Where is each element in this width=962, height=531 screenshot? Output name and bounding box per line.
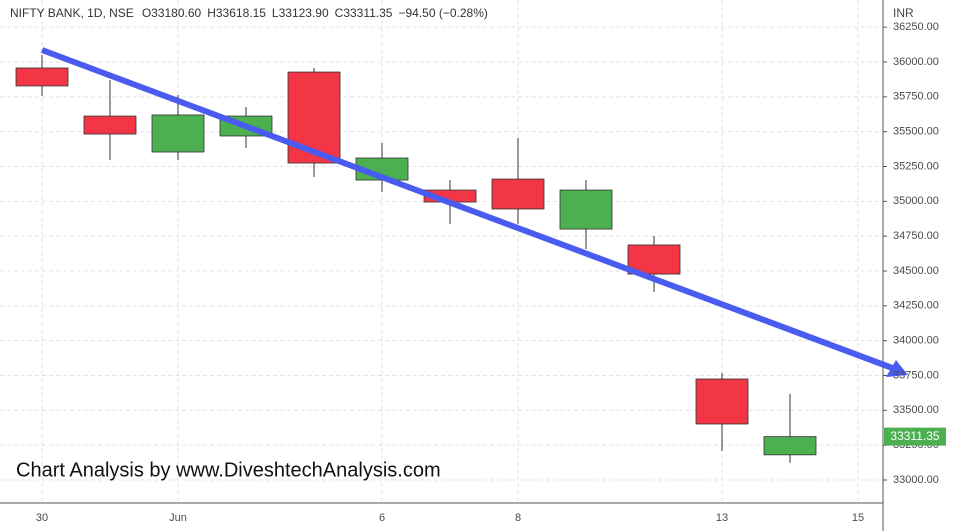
- low: L33123.90: [272, 6, 329, 20]
- candle-body: [763, 436, 817, 456]
- y-tick-label: 35500.00: [893, 126, 939, 138]
- candle-body: [559, 189, 613, 230]
- candle-body: [83, 115, 137, 135]
- y-tick-label: 34750.00: [893, 230, 939, 242]
- symbol: NIFTY BANK, 1D, NSE: [10, 6, 134, 20]
- watermark: Chart Analysis by www.DiveshtechAnalysis…: [16, 459, 441, 481]
- y-tick-label: 34000.00: [893, 335, 939, 347]
- close: C33311.35: [335, 6, 393, 20]
- y-tick-label: 35000.00: [893, 195, 939, 207]
- x-tick-label: 30: [36, 512, 48, 524]
- trend-line: [40, 47, 897, 372]
- y-tick-label: 36000.00: [893, 56, 939, 68]
- candle-body: [491, 178, 545, 210]
- x-tick-label: 13: [716, 512, 728, 524]
- y-tick-label: 34500.00: [893, 265, 939, 277]
- y-tick-label: 34250.00: [893, 300, 939, 312]
- x-tick-label: Jun: [169, 512, 187, 524]
- grid: [0, 0, 883, 503]
- x-tick-label: 8: [515, 512, 521, 524]
- x-tick-label: 15: [852, 512, 864, 524]
- y-tick-label: 35250.00: [893, 160, 939, 172]
- y-tick-label: 33750.00: [893, 369, 939, 381]
- trend-arrowhead: [886, 360, 908, 377]
- last-price-label: 33311.35: [890, 429, 939, 443]
- y-tick-label: 33500.00: [893, 404, 939, 416]
- y-tick-label: 33000.00: [893, 474, 939, 486]
- open: O33180.60: [142, 6, 202, 20]
- y-tick-label: 36250.00: [893, 21, 939, 33]
- change: −94.50 (−0.28%): [398, 6, 487, 20]
- y-tick-label: 35750.00: [893, 91, 939, 103]
- candle-body: [151, 114, 205, 153]
- chart-header: NIFTY BANK, 1D, NSE O33180.60 H33618.15 L33…: [10, 6, 488, 20]
- last-price-box: [884, 427, 946, 446]
- high: H33618.15: [207, 6, 266, 20]
- candle-body: [15, 67, 69, 87]
- candle-body: [695, 378, 749, 425]
- currency: INR: [893, 6, 914, 20]
- x-tick-label: 6: [379, 512, 385, 524]
